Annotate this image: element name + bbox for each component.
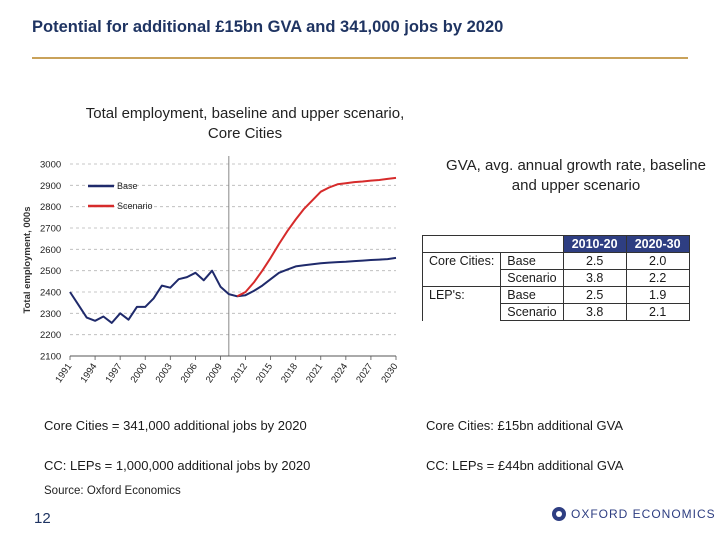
gva-cell: 3.8 [562,269,627,287]
chart-title: Total employment, baseline and upper sce… [85,105,405,142]
gva-cell: 1.9 [625,286,690,304]
x-tick-label: 2012 [229,361,250,385]
gva-group-label [421,269,502,287]
x-tick-label: 2021 [304,361,325,385]
gva-cell: 2.0 [625,252,690,270]
chart-legend: Base Scenario [88,181,153,211]
gva-col-2020-30: 2020-30 [625,235,690,253]
chart-gridlines [70,163,396,336]
x-tick-label: 2027 [354,361,375,385]
gva-row-lep-base: LEP's: Base 2.5 1.9 [421,286,690,304]
statement-cc-jobs: Core Cities = 341,000 additional jobs by… [44,418,307,433]
y-tick-label: 2800 [40,202,61,213]
legend-label: Base [117,181,138,191]
y-tick-label: 2100 [40,352,61,363]
gva-cell: 2.1 [625,303,690,321]
x-tick-label: 1997 [103,361,124,385]
logo-icon [552,507,566,521]
y-tick-label: 2900 [40,181,61,192]
gva-group-label: Core Cities: [421,252,502,270]
source-note: Source: Oxford Economics [44,485,181,497]
y-axis-ticks: 2100 2200 2300 2400 2500 2600 2700 2800 2900 3000 [40,160,61,363]
x-tick-label: 2000 [129,361,150,385]
gva-row-lep-scenario: Scenario 3.8 2.1 [421,303,690,321]
logo-text: OXFORD ECONOMICS [571,507,716,521]
gva-row-cc-base: Core Cities: Base 2.5 2.0 [421,252,690,270]
gva-header-blank [422,235,564,253]
y-tick-label: 3000 [40,160,61,171]
gva-group-label: LEP's: [421,286,502,304]
gva-col-2010-20: 2010-20 [562,235,627,253]
legend-label: Scenario [117,201,153,211]
y-tick-label: 2400 [40,288,61,299]
x-tick-label: 2018 [279,361,300,385]
chart-series [69,176,397,324]
statement-lep-gva: CC: LEPs = £44bn additional GVA [426,458,624,473]
gva-cell: 2.5 [562,286,627,304]
statement-lep-jobs: CC: LEPs = 1,000,000 additional jobs by … [44,458,311,473]
y-tick-label: 2600 [40,245,61,256]
gva-group-label [421,303,502,321]
gva-table-title: GVA, avg. annual growth rate, baseline a… [446,157,706,194]
gva-cell: 3.8 [562,303,627,321]
x-tick-label: 1991 [53,361,74,385]
oxford-economics-logo: OXFORD ECONOMICS [552,507,716,521]
gva-row-label: Base [500,252,564,270]
gva-row-label: Scenario [500,303,564,321]
x-tick-label: 2009 [204,361,225,385]
gva-cell: 2.2 [625,269,690,287]
x-tick-label: 1994 [78,361,99,385]
y-tick-label: 2300 [40,309,61,320]
gva-growth-table: 2010-20 2020-30 Core Cities: Base 2.5 2.… [421,235,690,321]
y-axis-label: Total employment, 000s [22,207,33,314]
x-tick-label: 2003 [154,361,175,385]
x-tick-label: 2024 [329,361,350,385]
gva-row-label: Base [500,286,564,304]
employment-chart: 2100 2200 2300 2400 2500 2600 2700 2800 2900 3000… [22,156,400,385]
title-rule [32,57,688,59]
series-line-base [69,256,397,324]
x-axis-ticks: 1991 1994 1997 2000 2003 2006 2009 2012 2015 2018… [53,356,400,385]
gva-cell: 2.5 [562,252,627,270]
series-line-scenario [236,176,397,298]
y-tick-label: 2700 [40,224,61,235]
gva-row-cc-scenario: Scenario 3.8 2.2 [421,269,690,287]
slide-title: Potential for additional £15bn GVA and 3… [32,18,504,36]
y-tick-label: 2500 [40,266,61,277]
y-tick-label: 2200 [40,330,61,341]
x-tick-label: 2030 [379,361,400,385]
page-number: 12 [34,510,51,527]
statement-cc-gva: Core Cities: £15bn additional GVA [426,418,624,433]
x-tick-label: 2015 [254,361,275,385]
x-tick-label: 2006 [179,361,200,385]
gva-row-label: Scenario [500,269,564,287]
